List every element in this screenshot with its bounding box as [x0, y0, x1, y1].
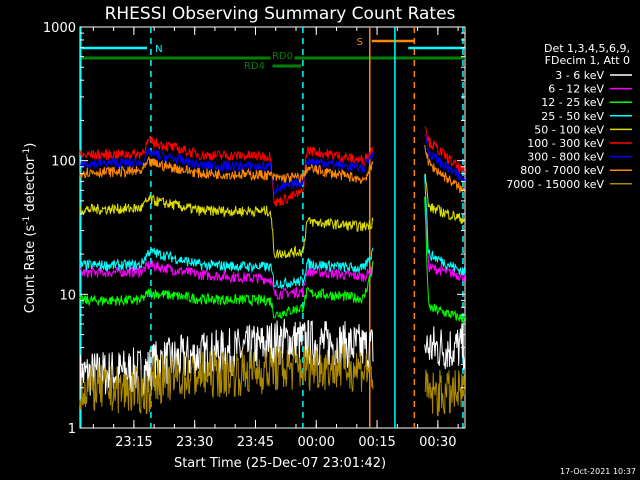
legend-entry-label: 12 - 25 keV — [541, 96, 604, 109]
flag-bars: N S RD0 RD4 — [80, 36, 465, 72]
axes: 23:15 23:30 23:45 00:00 00:15 00:30 1 10 100 1000 — [43, 21, 465, 450]
legend-entry-label: 7000 - 15000 keV — [506, 178, 604, 191]
series-line — [79, 247, 374, 290]
legend-entry-label: 50 - 100 keV — [534, 123, 604, 136]
y-axis-label: Count Rate (s-1 detector-1) — [22, 143, 38, 314]
y-tick-label: 1000 — [43, 21, 76, 36]
series-line — [424, 369, 466, 417]
legend-entry-label: 800 - 7000 keV — [520, 164, 604, 177]
series-line — [424, 133, 466, 182]
legend-header-line-2: FDecim 1, Att 0 — [545, 54, 630, 67]
y-tick-label: 100 — [51, 155, 76, 170]
y-axis-label-mid: detector — [23, 156, 38, 216]
series-line — [79, 343, 374, 415]
series-line — [424, 174, 466, 277]
flag-label: N — [155, 44, 162, 55]
footer-timestamp: 17-Oct-2021 10:37 — [560, 467, 636, 476]
x-tick-label: 23:30 — [176, 435, 213, 450]
legend-entry-label: 100 - 300 keV — [527, 137, 604, 150]
series-line — [424, 323, 466, 370]
legend-entry-label: 3 - 6 keV — [555, 69, 604, 82]
x-tick-label: 00:00 — [298, 435, 335, 450]
y-tick-label: 10 — [59, 288, 76, 303]
series-lines — [79, 126, 466, 417]
x-axis-label: Start Time (25-Dec-07 23:01:42) — [174, 456, 386, 471]
y-tick-label: 1 — [68, 422, 76, 437]
y-axis-label-main: Count Rate (s — [23, 225, 38, 314]
series-line — [79, 260, 374, 301]
series-line — [424, 126, 466, 174]
series-line — [79, 194, 374, 259]
legend-header-line-1: Det 1,3,4,5,6,9, — [544, 42, 630, 55]
vertical-markers — [80, 27, 464, 428]
chart-title: RHESSI Observing Summary Count Rates — [105, 4, 456, 24]
y-axis-label-sup2: -1 — [22, 148, 32, 157]
flag-label-bg — [146, 43, 171, 54]
y-axis-label-sup1: -1 — [22, 216, 32, 225]
legend: Det 1,3,4,5,6,9, FDecim 1, Att 0 3 - 6 k… — [506, 42, 632, 191]
legend-entry-label: 6 - 12 keV — [548, 83, 604, 96]
series-line — [79, 147, 374, 196]
series-line — [424, 196, 466, 282]
legend-entry-label: 300 - 800 keV — [527, 151, 604, 164]
flag-label-bg — [270, 50, 295, 61]
series-line — [424, 144, 466, 194]
flag-label: S — [357, 37, 363, 48]
x-tick-label: 23:15 — [115, 435, 152, 450]
x-tick-label: 00:30 — [419, 435, 456, 450]
series-line — [79, 156, 374, 185]
x-tick-label: 00:15 — [358, 435, 395, 450]
legend-entry-label: 25 - 50 keV — [541, 110, 604, 123]
series-line — [79, 261, 374, 320]
plot-frame — [79, 26, 466, 429]
series-line — [79, 135, 374, 207]
x-tick-label: 23:45 — [237, 435, 274, 450]
flag-label-bg — [242, 60, 267, 71]
series-line — [424, 196, 466, 326]
flag-label: RD0 — [272, 51, 293, 62]
plot-border — [79, 26, 466, 429]
flag-label-bg — [347, 36, 372, 47]
y-axis-label-end: ) — [23, 143, 38, 148]
flag-label: RD4 — [244, 61, 265, 72]
series-line — [424, 173, 466, 224]
